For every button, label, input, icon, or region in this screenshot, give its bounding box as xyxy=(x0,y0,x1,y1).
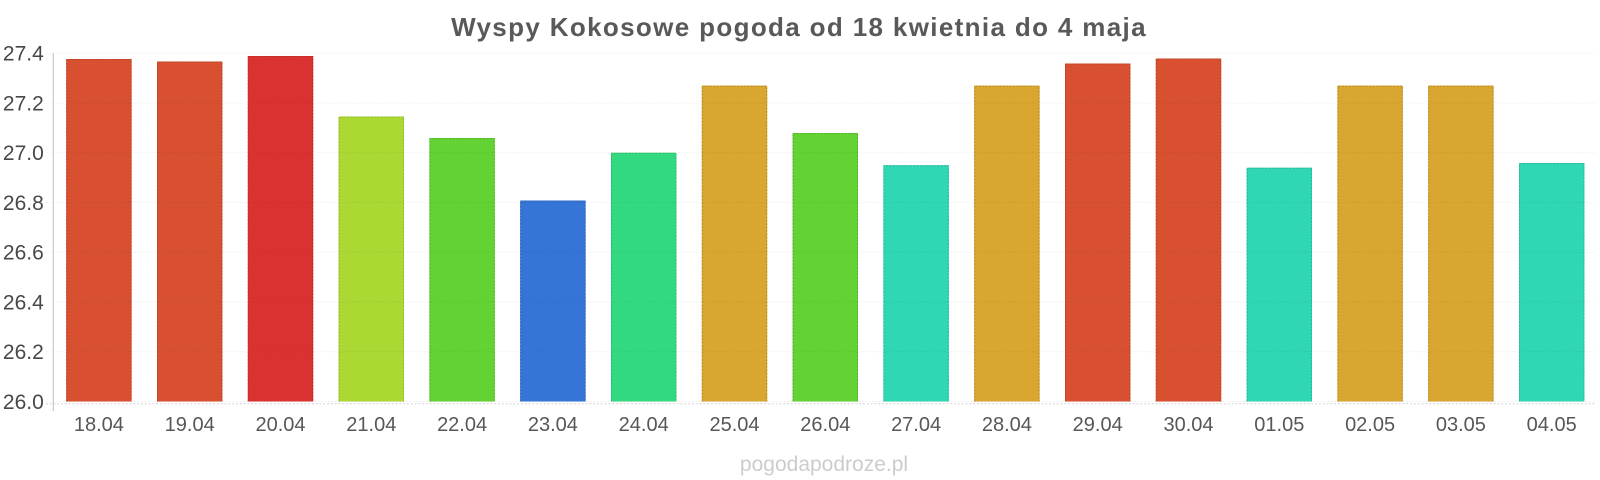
svg-text:26.6: 26.6 xyxy=(3,242,44,265)
svg-text:24.04: 24.04 xyxy=(619,414,669,436)
svg-text:Wyspy Kokosowe pogoda od 18 kw: Wyspy Kokosowe pogoda od 18 kwietnia do … xyxy=(451,12,1147,42)
svg-text:30.04: 30.04 xyxy=(1163,414,1213,436)
svg-text:pogodapodroze.pl: pogodapodroze.pl xyxy=(740,453,908,476)
svg-text:26.4: 26.4 xyxy=(3,291,44,314)
svg-text:20.04: 20.04 xyxy=(255,414,305,436)
svg-text:27.2: 27.2 xyxy=(3,92,44,115)
svg-text:26.0: 26.0 xyxy=(3,391,44,414)
svg-text:27.0: 27.0 xyxy=(3,142,44,165)
svg-text:26.8: 26.8 xyxy=(3,192,44,215)
svg-text:04.05: 04.05 xyxy=(1527,414,1577,436)
svg-text:02.05: 02.05 xyxy=(1345,414,1395,436)
svg-text:26.2: 26.2 xyxy=(3,341,44,364)
svg-text:01.05: 01.05 xyxy=(1254,414,1304,436)
svg-text:26.04: 26.04 xyxy=(800,414,850,436)
svg-text:23.04: 23.04 xyxy=(528,414,578,436)
svg-text:27.4: 27.4 xyxy=(3,43,44,66)
svg-text:28.04: 28.04 xyxy=(982,414,1032,436)
svg-text:03.05: 03.05 xyxy=(1436,414,1486,436)
svg-text:29.04: 29.04 xyxy=(1073,414,1123,436)
svg-text:25.04: 25.04 xyxy=(709,414,759,436)
svg-text:22.04: 22.04 xyxy=(437,414,487,436)
svg-text:21.04: 21.04 xyxy=(346,414,396,436)
svg-text:19.04: 19.04 xyxy=(165,414,215,436)
svg-text:18.04: 18.04 xyxy=(74,414,124,436)
svg-text:27.04: 27.04 xyxy=(891,414,941,436)
